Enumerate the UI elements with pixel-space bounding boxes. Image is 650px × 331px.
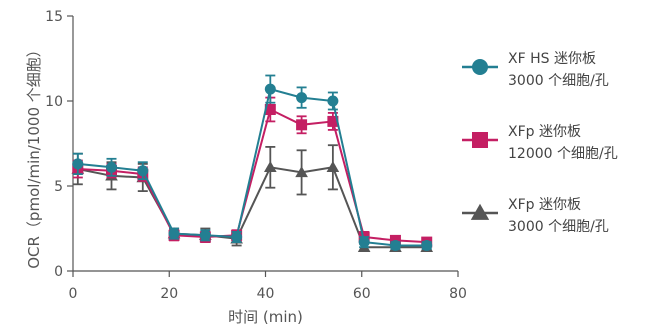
x-tick-label-0: 0 [69,286,78,302]
legend-label-line2: 12000 个细胞/孔 [508,146,618,162]
data-point [421,240,433,251]
data-point [263,160,277,173]
series-1-markers [72,83,433,251]
legend-item-1: XF HS 迷你板 3000 个细胞/孔 [462,51,609,89]
data-point [295,166,308,178]
data-point [358,236,370,248]
data-point [296,119,308,131]
legend-label-line1: XF HS 迷你板 [508,51,596,67]
x-tick-label-40: 40 [257,286,275,302]
data-point [106,161,117,173]
data-point [231,231,243,243]
data-point [199,229,211,241]
legend-label-line1: XFp 迷你板 [508,197,581,213]
y-tick-label-0: 0 [54,264,63,280]
series-layer [71,74,434,252]
data-point [264,83,276,95]
legend-item-3: XFp 迷你板 3000 个细胞/孔 [462,197,609,235]
data-point [389,240,401,251]
legend-label-line1: XFp 迷你板 [508,124,581,140]
data-point [264,104,276,115]
data-point [327,95,339,107]
data-point [296,92,308,104]
data-point [168,228,180,240]
legend-label-line2: 3000 个细胞/孔 [508,219,609,235]
axes-layer [72,16,458,272]
data-point [327,115,339,127]
series-3 [71,144,434,252]
y-tick-label-15: 15 [45,9,63,25]
data-point [72,158,84,170]
x-axis-title: 时间 (min) [228,308,303,326]
x-tick-label-80: 80 [449,286,467,302]
series-2-line [77,108,427,244]
series-3-error-bars [72,144,432,252]
legend-item-2: XFp 迷你板 12000 个细胞/孔 [462,124,618,162]
legend-label-line2: 3000 个细胞/孔 [508,73,609,89]
legend-swatch-marker [472,132,488,148]
x-tick-label-20: 20 [160,286,178,302]
data-point [137,165,149,177]
y-tick-label-5: 5 [54,179,63,195]
series-1-line [77,87,427,247]
series-1-error-bars [72,74,432,250]
series-1 [72,74,433,251]
ticks-layer: 0 5 10 15 0 20 40 60 80 [45,9,467,302]
data-point [326,160,340,173]
x-tick-label-60: 60 [353,286,371,302]
legend-swatch-marker [470,203,490,220]
y-axis-title: OCR（pmol/min/1000 个细胞） [25,42,43,269]
legend-swatch-marker [472,59,488,75]
y-tick-label-10: 10 [45,94,63,110]
